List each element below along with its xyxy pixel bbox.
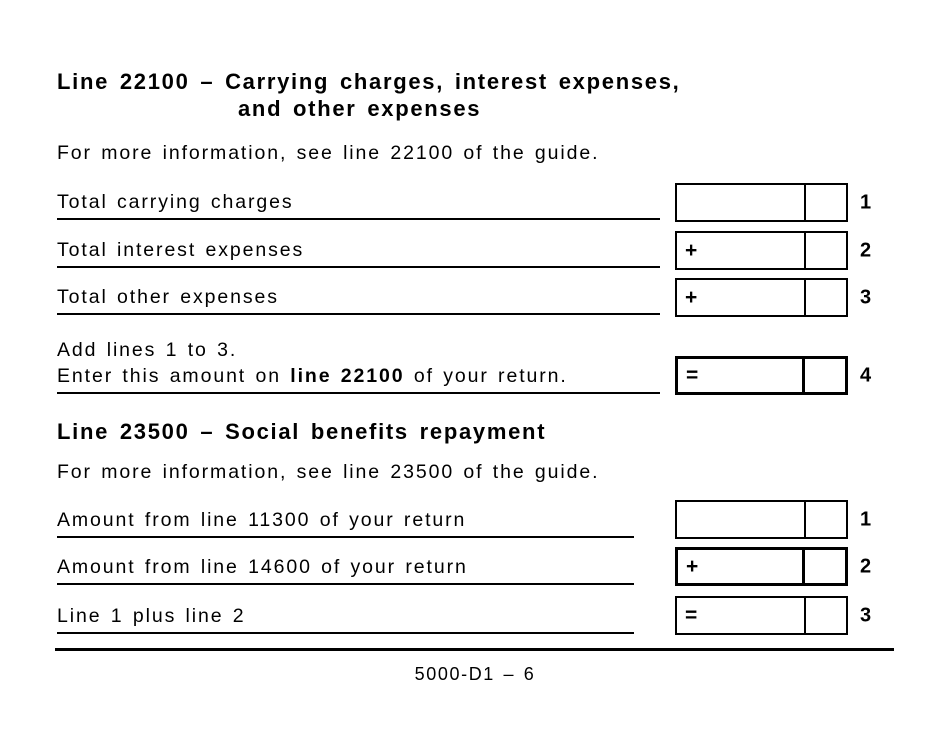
- section1-title-line2: and other expenses: [238, 96, 482, 121]
- dollars-box[interactable]: =: [678, 359, 802, 392]
- section1-title-line1: Line 22100 – Carrying charges, interest …: [57, 69, 681, 94]
- form-row-22100-4: Add lines 1 to 3. Enter this amount on l…: [57, 339, 907, 395]
- dollars-box[interactable]: +: [678, 550, 802, 583]
- row-label-bold-text: line 22100: [290, 365, 405, 387]
- row-label-text: Amount from line 11300 of your return: [57, 509, 467, 531]
- line-number: 3: [860, 286, 872, 308]
- dollars-box[interactable]: +: [677, 280, 804, 315]
- row-label: Total carrying charges: [57, 189, 660, 220]
- line-number: 1: [860, 508, 872, 530]
- cents-box[interactable]: [802, 550, 845, 583]
- form-row-22100-1: Total carrying charges 1: [57, 183, 907, 222]
- line-number: 4: [860, 364, 872, 386]
- line-number: 2: [860, 555, 872, 577]
- dollars-box[interactable]: [677, 502, 804, 537]
- line-number: 2: [860, 239, 872, 261]
- row-label-text: Total other expenses: [57, 286, 279, 308]
- section2-guide-note: For more information, see line 23500 of …: [57, 461, 600, 483]
- dollars-box[interactable]: =: [677, 598, 804, 633]
- amount-field[interactable]: [675, 183, 848, 222]
- row-label: Amount from line 11300 of your return: [57, 507, 634, 538]
- dollars-box[interactable]: +: [677, 233, 804, 268]
- amount-field[interactable]: +: [675, 278, 848, 317]
- form-row-23500-3: Line 1 plus line 2 = 3: [57, 596, 907, 635]
- cents-box[interactable]: [802, 359, 845, 392]
- operator-sign: =: [685, 603, 698, 627]
- amount-field[interactable]: +: [675, 547, 848, 586]
- page-footer: 5000-D1 – 6: [414, 664, 536, 684]
- amount-field[interactable]: +: [675, 231, 848, 270]
- row-label: Amount from line 14600 of your return: [57, 554, 634, 585]
- row-label: Total other expenses: [57, 284, 660, 315]
- cents-box[interactable]: [804, 598, 846, 633]
- amount-field[interactable]: =: [675, 596, 848, 635]
- amount-field[interactable]: =: [675, 356, 848, 395]
- form-row-22100-3: Total other expenses + 3: [57, 278, 907, 317]
- cents-box[interactable]: [804, 233, 846, 268]
- section1-title: Line 22100 – Carrying charges, interest …: [57, 68, 680, 122]
- footer-divider: [55, 648, 894, 651]
- operator-sign: +: [685, 285, 698, 309]
- line-number: 1: [860, 191, 872, 213]
- cents-box[interactable]: [804, 185, 846, 220]
- row-label-text: Total interest expenses: [57, 239, 305, 261]
- operator-sign: +: [685, 238, 698, 262]
- row-label-line1: Add lines 1 to 3.: [57, 337, 660, 363]
- dollars-box[interactable]: [677, 185, 804, 220]
- cents-box[interactable]: [804, 502, 846, 537]
- operator-sign: +: [686, 554, 699, 578]
- line-number: 3: [860, 604, 872, 626]
- section2-title: Line 23500 – Social benefits repayment: [57, 419, 547, 444]
- form-row-22100-2: Total interest expenses + 2: [57, 231, 907, 270]
- operator-sign: =: [686, 363, 699, 387]
- cents-box[interactable]: [804, 280, 846, 315]
- row-label: Total interest expenses: [57, 237, 660, 268]
- row-label-text: Amount from line 14600 of your return: [57, 556, 468, 578]
- row-label: Add lines 1 to 3. Enter this amount on l…: [57, 337, 660, 394]
- row-label-text: of your return.: [404, 365, 568, 387]
- row-label-text: Enter this amount on: [57, 365, 291, 387]
- row-label: Line 1 plus line 2: [57, 603, 634, 634]
- row-label-text: Line 1 plus line 2: [57, 605, 246, 627]
- section1-guide-note: For more information, see line 22100 of …: [57, 142, 600, 164]
- row-label-line2: Enter this amount on line 22100 of your …: [57, 363, 660, 389]
- form-row-23500-1: Amount from line 11300 of your return 1: [57, 500, 907, 539]
- row-label-text: Add lines 1 to 3.: [57, 339, 238, 361]
- amount-field[interactable]: [675, 500, 848, 539]
- form-row-23500-2: Amount from line 14600 of your return + …: [57, 547, 907, 586]
- row-label-text: Total carrying charges: [57, 191, 294, 213]
